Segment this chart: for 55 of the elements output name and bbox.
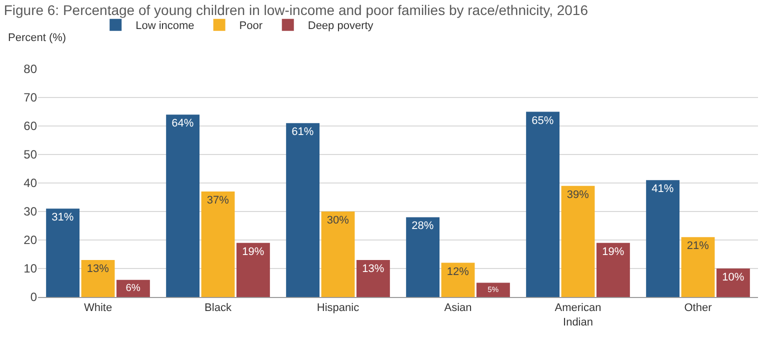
- bar: [286, 123, 320, 297]
- bar: [441, 262, 475, 297]
- y-tick-label: 10: [24, 262, 38, 276]
- bar: [476, 282, 510, 297]
- y-tick-label: 50: [24, 148, 38, 162]
- y-tick-label: 30: [24, 204, 38, 219]
- data-label: 13%: [362, 262, 384, 275]
- data-label: 19%: [242, 246, 264, 258]
- bar: [526, 112, 560, 297]
- bar: [166, 114, 200, 297]
- bar: [236, 242, 270, 297]
- x-tick-label: White: [84, 302, 112, 314]
- chart-title: Figure 6: Percentage of young children in low-income and poor families by race/ethnicity, 2016: [4, 2, 588, 18]
- x-tick-label: Black: [204, 302, 232, 314]
- x-tick-label: American Indian: [554, 302, 602, 328]
- data-label: 6%: [126, 283, 140, 294]
- legend-label: Poor: [239, 20, 263, 32]
- x-tick-label: Other: [684, 302, 712, 314]
- y-tick-label: 60: [24, 119, 38, 134]
- data-label: 41%: [652, 183, 674, 196]
- y-tick-label: 0: [30, 290, 38, 304]
- data-label: 37%: [206, 194, 230, 207]
- y-axis-title: Percent (%): [8, 32, 66, 44]
- data-label: 10%: [722, 272, 744, 284]
- x-tick-label: Asian: [444, 302, 472, 314]
- bar: [356, 260, 390, 297]
- y-tick-label: 80: [24, 62, 38, 76]
- bar: [406, 217, 440, 297]
- data-label: 13%: [86, 262, 110, 275]
- data-label: 19%: [602, 246, 624, 258]
- bar: [46, 208, 80, 297]
- data-label: 30%: [326, 214, 350, 226]
- bar: [716, 268, 750, 297]
- y-tick-label: 70: [24, 90, 38, 105]
- data-label: 5%: [488, 284, 499, 294]
- bar: [646, 180, 680, 297]
- data-label: 21%: [686, 240, 710, 252]
- data-label: 39%: [566, 188, 590, 201]
- x-tick-label: Hispanic: [316, 302, 360, 314]
- bar: [681, 237, 715, 297]
- bar: [561, 186, 595, 297]
- y-tick-label: 20: [24, 233, 38, 248]
- bar: [596, 242, 630, 297]
- bar: [321, 212, 355, 297]
- data-label: 28%: [412, 220, 434, 232]
- legend-label: Low income: [136, 20, 194, 32]
- data-label: 65%: [532, 114, 554, 127]
- y-tick-label: 40: [24, 176, 38, 190]
- legend-label: Deep poverty: [308, 20, 374, 32]
- bar: [201, 192, 235, 297]
- data-label: 12%: [446, 266, 470, 278]
- bar: [81, 260, 115, 297]
- data-label: 64%: [172, 118, 194, 130]
- data-label: 61%: [292, 126, 314, 138]
- data-label: 31%: [52, 212, 74, 224]
